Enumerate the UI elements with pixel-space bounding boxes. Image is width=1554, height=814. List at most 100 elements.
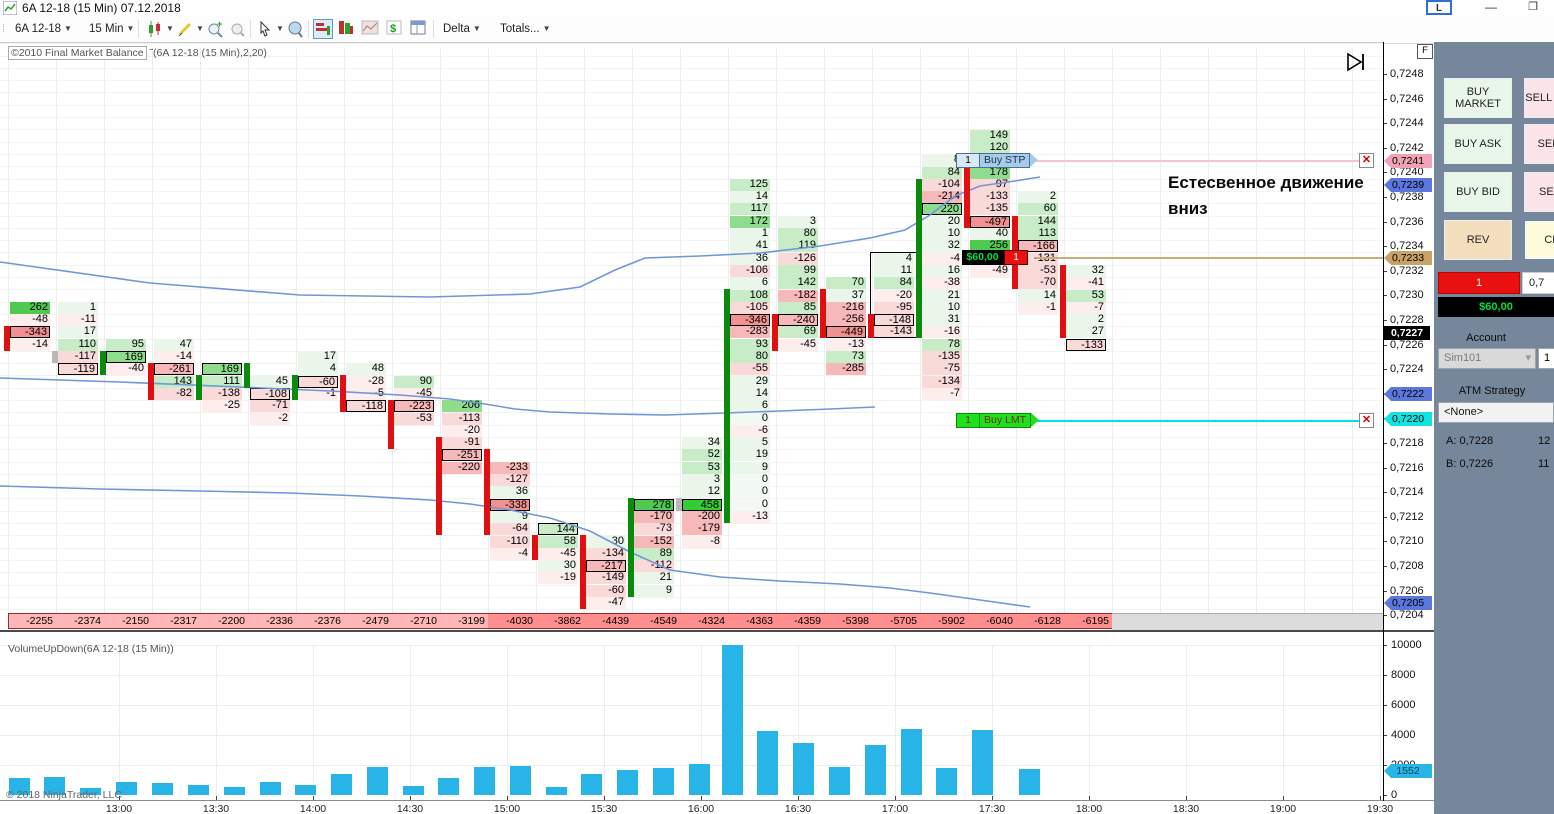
footprint-cell: 21 [634, 572, 674, 585]
buy-market-button[interactable]: BUY MARKET [1444, 78, 1512, 118]
zoom-in-icon[interactable]: + [206, 19, 226, 39]
footprint-cell: 34 [682, 436, 722, 450]
footprint-cell: -60 [298, 375, 338, 388]
footprint-cell: -2 [250, 412, 290, 425]
maximize-icon[interactable]: ❐ [1528, 1, 1538, 13]
volume-bar [188, 785, 209, 795]
sell-bid-button[interactable]: SELL BID [1524, 172, 1554, 212]
cursor-icon[interactable] [256, 19, 276, 39]
delta-selector[interactable]: Delta ▼ [443, 23, 481, 35]
candlestick-icon[interactable] [146, 19, 166, 39]
candle-body [628, 498, 634, 597]
footprint-cell: 144 [538, 523, 578, 536]
footprint-cell: -105 [730, 301, 770, 314]
footprint-cell: -251 [442, 449, 482, 462]
reverse-button[interactable]: REV [1444, 220, 1512, 260]
footprint-cell: -73 [634, 522, 674, 536]
zoom-out-icon[interactable] [228, 19, 248, 39]
footprint-cell: 0 [730, 473, 770, 486]
delta-total-cell: -2479 [344, 613, 393, 629]
sell-ask-button[interactable]: SELL ASK [1524, 124, 1554, 164]
footprint-cell: -112 [634, 559, 674, 573]
footprint-cell: 27 [1066, 326, 1106, 339]
footprint-cell: 3 [682, 473, 722, 486]
footprint-cell: 0 [730, 412, 770, 425]
footprint-cell: -182 [778, 289, 818, 302]
footprint-cell: -134 [922, 375, 962, 388]
line-chart-icon[interactable] [361, 19, 381, 39]
footprint-cell: 113 [1018, 227, 1058, 240]
buy-bid-button[interactable]: BUY BID [1444, 172, 1512, 212]
interval-selector[interactable]: 15 Min ▼ [89, 23, 135, 35]
order-qty-input[interactable]: 1 [1538, 348, 1554, 369]
footprint-cell: 37 [826, 289, 866, 302]
totals-selector[interactable]: Totals... ▼ [500, 23, 551, 35]
cancel-lmt-icon[interactable]: ✕ [1359, 413, 1374, 428]
footprint-cell: 169 [106, 351, 146, 363]
footprint-cell: -119 [58, 363, 98, 376]
volume-profile-icon[interactable] [337, 19, 357, 39]
volume-badge: 1552 [1384, 764, 1432, 778]
dollar-icon[interactable]: $ [385, 19, 405, 39]
footprint-cell: -216 [826, 301, 866, 314]
cursor-caret-icon[interactable]: ▼ [276, 24, 284, 33]
close-button[interactable]: CLOSE [1524, 220, 1554, 260]
cancel-stp-icon[interactable]: ✕ [1359, 153, 1374, 168]
delta-total-cell: -4363 [728, 613, 777, 629]
toolbar-grip[interactable]: ⁞ [2, 23, 6, 35]
sell-market-button[interactable]: SELL MARKET [1524, 78, 1554, 118]
position-price: 0,7 [1522, 272, 1554, 294]
footprint-cell: 84 [922, 166, 962, 179]
delta-total-cell: -6195 [1064, 613, 1113, 629]
account-select[interactable]: Sim101 ▾ [1438, 348, 1536, 369]
candle-body [772, 313, 778, 351]
pencil-caret-icon[interactable]: ▼ [196, 24, 204, 33]
buy-stp-marker[interactable]: 1 Buy STP [956, 153, 1039, 168]
magnifier-icon[interactable] [286, 19, 306, 39]
buy-lmt-marker[interactable]: 1 Buy LMT [956, 413, 1040, 428]
minimize-icon[interactable]: — [1485, 0, 1497, 14]
candle-body [820, 289, 826, 339]
footprint-cell: 110 [58, 338, 98, 351]
footprint-cell: -149 [586, 572, 626, 585]
copyright-label: © 2018 NinjaTrader, LLC [6, 789, 122, 801]
candle-body [388, 400, 394, 450]
footprint-cell: 142 [778, 276, 818, 290]
instrument-selector[interactable]: 6A 12-18 ▼ [15, 23, 72, 35]
bid-size-label: 11 [1538, 458, 1550, 470]
footprint-cell: -106 [730, 264, 770, 277]
footprint-cell: 36 [730, 252, 770, 265]
footprint-cell: -240 [778, 314, 818, 327]
footprint-cell: 45 [250, 375, 290, 388]
data-table-icon[interactable] [409, 19, 429, 39]
footprint-cell: 70 [826, 276, 866, 290]
price-label: 0,7240 [1390, 166, 1424, 179]
footprint-style-icon[interactable] [313, 19, 333, 39]
buy-ask-button[interactable]: BUY ASK [1444, 124, 1512, 164]
go-to-end-icon[interactable] [1345, 50, 1369, 74]
time-tick [895, 796, 896, 801]
footprint-cell: 1 [58, 301, 98, 314]
footprint-cell: 40 [970, 227, 1010, 240]
atm-strategy-select[interactable]: <None> [1438, 402, 1554, 423]
price-badge: 0,7241 [1384, 154, 1432, 168]
volume-bar [44, 777, 65, 795]
footprint-cell: 169 [202, 363, 242, 376]
chart-trader-panel: BUY MARKET SELL MARKET BUY ASK SELL ASK … [1434, 42, 1554, 814]
price-label: 0,7238 [1390, 191, 1424, 203]
footprint-cell: -217 [586, 560, 626, 573]
delta-total-cell: -2374 [56, 613, 105, 629]
candlestick-caret-icon[interactable]: ▼ [166, 24, 174, 33]
chart-app-icon [3, 1, 17, 15]
footprint-cell: 58 [538, 535, 578, 548]
footprint-cell: 14 [730, 387, 770, 400]
footprint-cell: -148 [874, 314, 914, 327]
footprint-cell: 69 [778, 326, 818, 339]
delta-total-cell: -6040 [968, 613, 1017, 629]
link-button[interactable]: L [1426, 0, 1452, 15]
focus-button[interactable]: F [1417, 44, 1433, 59]
volume-bar [829, 767, 850, 796]
pencil-icon[interactable] [176, 19, 196, 39]
footprint-cell: 32 [922, 240, 962, 253]
footprint-cell: -110 [490, 535, 530, 548]
